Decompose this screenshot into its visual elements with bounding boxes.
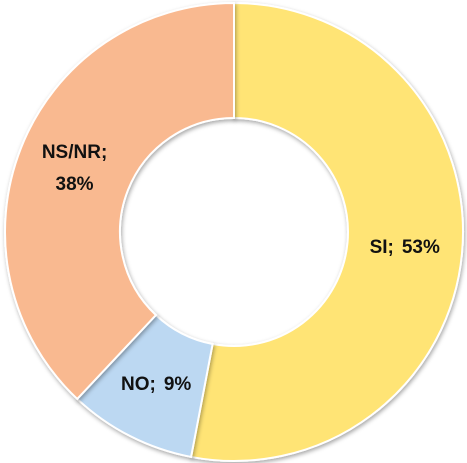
category-label: NS/NR — [42, 142, 101, 163]
data-label: SI; 53% — [370, 237, 440, 258]
data-label: NO; 9% — [121, 374, 191, 395]
category-label: SI — [370, 237, 388, 258]
category-label: NO — [121, 374, 150, 395]
label-separator: ; — [101, 142, 107, 163]
donut-slice — [4, 1, 235, 401]
data-label: NS/NR; 38% — [42, 142, 107, 195]
slices — [4, 1, 464, 462]
value-label: 53% — [402, 237, 440, 258]
donut-slice — [189, 1, 464, 462]
value-label: 9% — [164, 374, 192, 395]
value-label: 38% — [56, 174, 94, 195]
label-separator: ; — [149, 374, 155, 395]
label-separator: ; — [388, 237, 394, 258]
labels: SI; 53% NO; 9% NS/NR; 38% — [42, 142, 440, 395]
